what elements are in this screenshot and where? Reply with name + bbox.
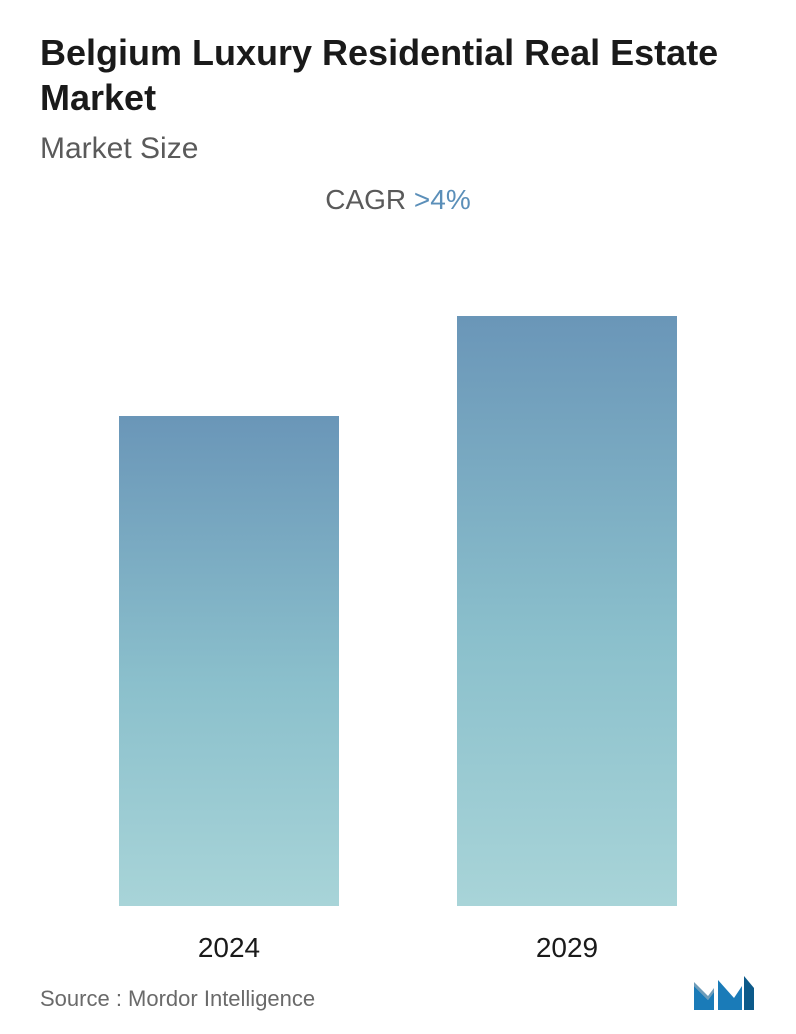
mordor-logo-icon — [692, 972, 756, 1012]
cagr-label: CAGR — [325, 184, 414, 215]
bar-labels-row: 2024 2029 — [40, 912, 756, 964]
chart-subtitle: Market Size — [40, 132, 756, 166]
chart-area — [40, 266, 756, 906]
bar-1 — [457, 316, 677, 906]
cagr-line: CAGR >4% — [40, 184, 756, 216]
bar-group-0 — [109, 416, 349, 906]
bar-0 — [119, 416, 339, 906]
source-text: Source : Mordor Intelligence — [40, 986, 315, 1012]
bar-label-0: 2024 — [109, 932, 349, 964]
footer: Source : Mordor Intelligence — [40, 972, 756, 1012]
chart-title: Belgium Luxury Residential Real Estate M… — [40, 30, 756, 120]
cagr-value: >4% — [414, 184, 471, 215]
bar-label-1: 2029 — [447, 932, 687, 964]
bar-group-1 — [447, 316, 687, 906]
